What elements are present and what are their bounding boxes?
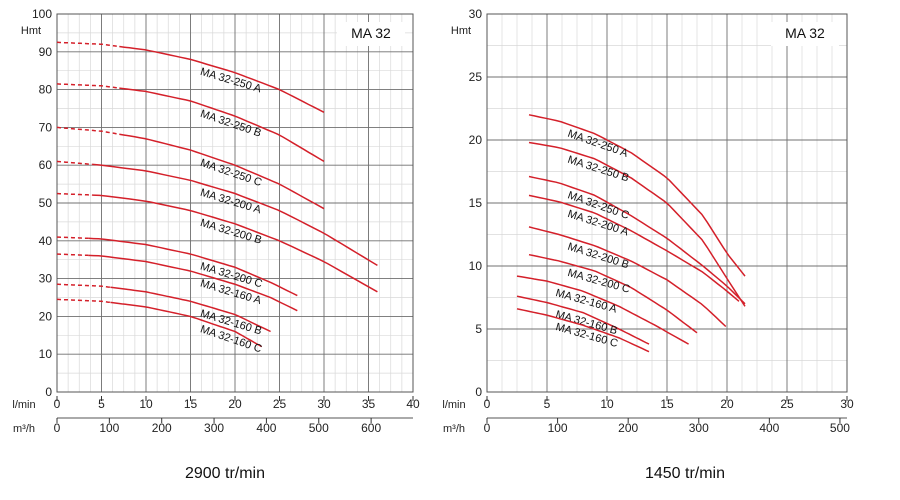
- curve-line: [88, 237, 298, 297]
- curve-line: [88, 254, 298, 312]
- y-tick-label: 15: [469, 196, 483, 210]
- curve-line: [119, 87, 325, 163]
- x-tick-label-m3h: 0: [484, 421, 491, 435]
- x-tick-label-m3h: 300: [204, 421, 224, 435]
- y-tick-label: 30: [469, 7, 483, 21]
- model-label-bg: [337, 22, 405, 46]
- x-axis-unit-m3h: m³/h: [13, 423, 35, 435]
- x-tick-label-lmin: 5: [98, 397, 105, 411]
- curve-line: [528, 194, 740, 302]
- curve-line: [119, 45, 325, 113]
- curve-line: [92, 163, 378, 267]
- curve-line: [110, 301, 263, 348]
- chart-1450rpm: 0 5 10 15 20 25 30 Hmt l/min 0 5 10 15 20 25 30 m³/h 0 100…: [442, 7, 854, 482]
- y-tick-label: 0: [475, 385, 482, 399]
- curve-dashed-segment: [56, 160, 93, 166]
- x-tick-label-lmin: 10: [600, 397, 614, 411]
- x-tick-label-m3h: 0: [54, 421, 61, 435]
- y-axis-unit: Hmt: [21, 25, 41, 37]
- y-tick-label: 10: [469, 259, 483, 273]
- y-tick-label: 50: [39, 196, 53, 210]
- curve-dashed-segment: [56, 83, 120, 89]
- y-tick-label: 20: [39, 309, 53, 323]
- y-tick-label: 0: [45, 385, 52, 399]
- curve-dashed-segment: [56, 253, 89, 257]
- curve-line: [92, 194, 378, 293]
- x-tick-label-m3h: 100: [99, 421, 119, 435]
- y-tick-label: 5: [475, 322, 482, 336]
- curve-line: [528, 175, 746, 305]
- x-tick-label-m3h: 100: [548, 421, 568, 435]
- curve-dashed-segment: [56, 126, 120, 135]
- x-tick-label-lmin: 0: [484, 397, 491, 411]
- y-tick-label: 60: [39, 158, 53, 172]
- curve-dashed-segment: [56, 41, 120, 48]
- curve-label: MA 32-250 B: [566, 154, 630, 185]
- speed-label: 2900 tr/min: [185, 465, 265, 482]
- x-tick-label-lmin: 0: [54, 397, 61, 411]
- model-label: MA 32: [351, 25, 391, 41]
- y-tick-label: 100: [32, 7, 52, 21]
- plot-frame: [56, 13, 414, 393]
- y-tick-label: 40: [39, 234, 53, 248]
- curve-dashed-segment: [57, 283, 111, 289]
- x-tick-label-lmin: 20: [720, 397, 734, 411]
- curve-dashed-segment: [57, 298, 111, 304]
- x-tick-label-lmin: 30: [840, 397, 854, 411]
- x-axis-unit-m3h: m³/h: [443, 423, 465, 435]
- curve-line: [528, 114, 746, 277]
- y-tick-label: 70: [39, 120, 53, 134]
- x-tick-label-m3h: 400: [759, 421, 779, 435]
- curve-line: [528, 226, 727, 328]
- curve-line: [516, 295, 650, 345]
- y-tick-label: 90: [39, 45, 53, 59]
- x-tick-label-lmin: 25: [780, 397, 794, 411]
- x-tick-label-m3h: 200: [152, 421, 172, 435]
- y-axis-unit: Hmt: [451, 25, 471, 37]
- x-axis-unit-lmin: l/min: [442, 399, 465, 411]
- model-label: MA 32: [785, 25, 825, 41]
- x-tick-label-lmin: 15: [184, 397, 198, 411]
- y-tick-label: 80: [39, 83, 53, 97]
- y-tick-label: 30: [39, 272, 53, 286]
- curve-label: MA 32-200 B: [199, 217, 263, 247]
- curve-label: MA 32-200 A: [199, 187, 263, 217]
- x-tick-label-lmin: 15: [660, 397, 674, 411]
- x-tick-label-lmin: 40: [406, 397, 420, 411]
- y-tick-label: 25: [469, 70, 483, 84]
- x-tick-label-m3h: 500: [309, 421, 329, 435]
- curve-dashed-segment: [56, 236, 89, 240]
- x-tick-label-m3h: 600: [361, 421, 381, 435]
- x-tick-label-m3h: 500: [830, 421, 850, 435]
- curve-dashed-segment: [56, 192, 93, 196]
- speed-label: 1450 tr/min: [645, 465, 725, 482]
- curve-line: [110, 286, 271, 333]
- x-tick-label-lmin: 30: [317, 397, 331, 411]
- curve-line: [516, 308, 650, 353]
- curve-line: [528, 141, 746, 307]
- x-tick-label-lmin: 25: [273, 397, 287, 411]
- x-axis-unit-lmin: l/min: [12, 399, 35, 411]
- curve-line: [516, 275, 689, 345]
- chart-2900rpm: 0 10 20 30 40 50 60 70 80 90 100 Hmt l/min 0 5 10 15 20 25…: [12, 7, 420, 482]
- plot-frame: [486, 13, 848, 393]
- curve-line: [528, 253, 698, 334]
- x-tick-label-lmin: 20: [228, 397, 242, 411]
- x-tick-label-lmin: 5: [544, 397, 551, 411]
- curve-line: [119, 133, 325, 210]
- curve-label: MA 32-250 A: [199, 66, 263, 96]
- x-tick-label-lmin: 35: [362, 397, 376, 411]
- y-tick-label: 20: [469, 133, 483, 147]
- y-tick-label: 10: [39, 347, 53, 361]
- x-tick-label-lmin: 10: [139, 397, 153, 411]
- x-tick-label-m3h: 300: [689, 421, 709, 435]
- x-tick-label-m3h: 400: [256, 421, 276, 435]
- curve-label: MA 32-200 B: [566, 241, 630, 272]
- model-label-bg: [771, 22, 839, 46]
- x-tick-label-m3h: 200: [618, 421, 638, 435]
